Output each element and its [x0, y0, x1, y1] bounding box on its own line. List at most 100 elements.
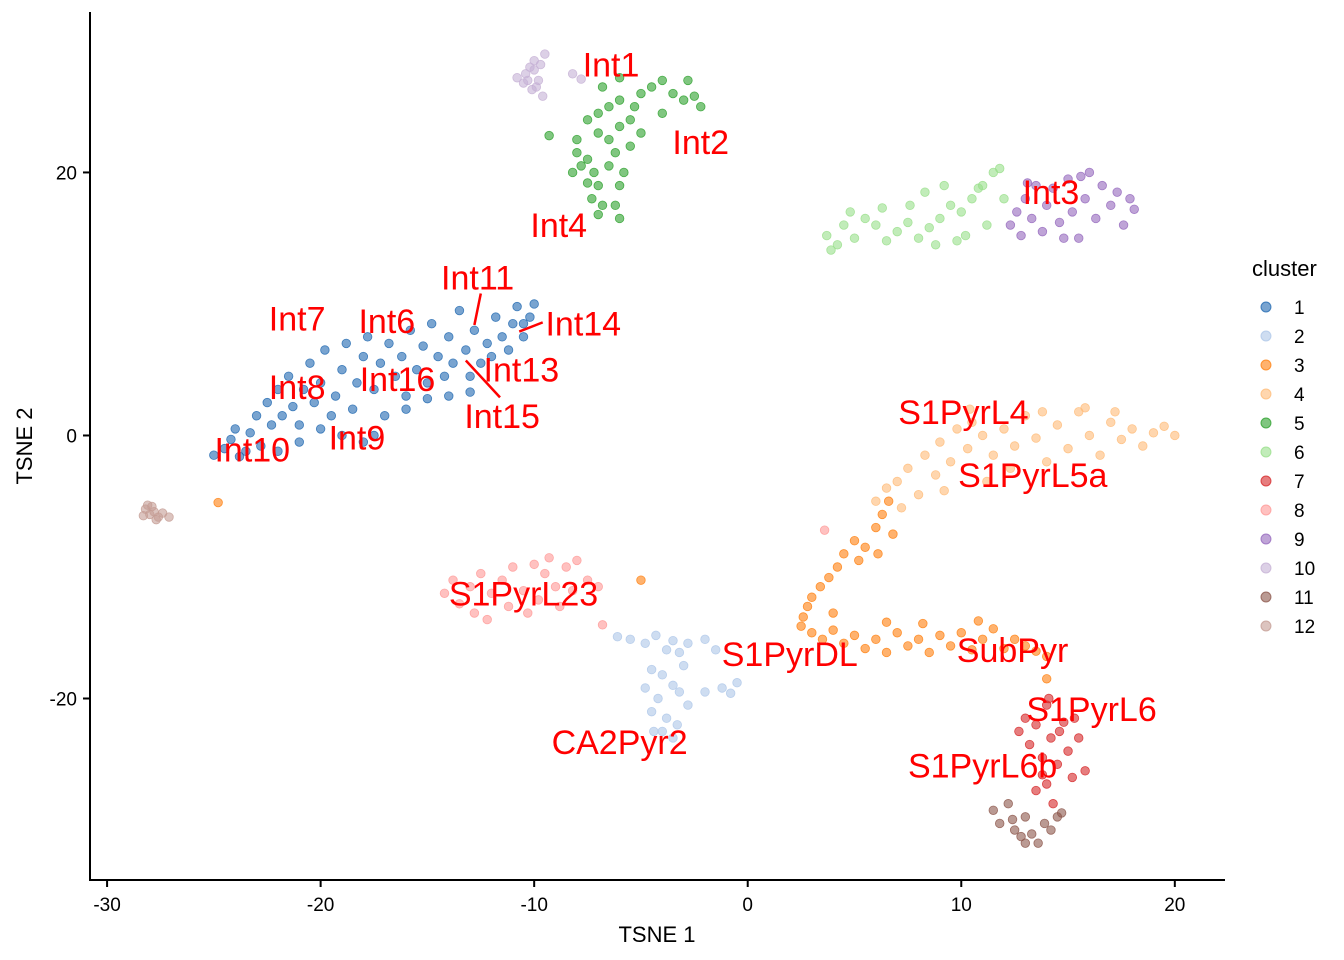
legend-swatch-12: [1260, 620, 1272, 632]
annotation-label: Int6: [358, 303, 415, 341]
point-cluster-5: [614, 121, 625, 132]
point-cluster-4: [1041, 457, 1052, 467]
x-tick-label: 20: [1164, 895, 1185, 916]
legend-label: 7: [1294, 472, 1305, 493]
point-cluster-1: [422, 393, 433, 404]
point-cluster-8: [523, 608, 533, 618]
annotation-label: Int15: [464, 398, 540, 436]
point-cluster-11: [1056, 808, 1067, 818]
point-cluster-1: [426, 318, 437, 329]
point-cluster-5: [614, 180, 625, 191]
point-cluster-1: [309, 397, 319, 408]
annotation-label: CA2Pyr2: [552, 724, 688, 762]
point-cluster-5: [587, 194, 597, 204]
point-cluster-3: [883, 496, 894, 506]
point-cluster-3: [888, 529, 898, 539]
point-cluster-1: [288, 401, 298, 412]
point-cluster-3: [873, 549, 883, 559]
point-cluster-3: [798, 612, 808, 622]
point-cluster-1: [326, 411, 337, 421]
point-cluster-6: [822, 230, 832, 241]
point-cluster-2: [732, 678, 742, 688]
point-cluster-5: [610, 148, 621, 158]
y-tick-label: 0: [66, 426, 77, 447]
point-cluster-11: [1027, 829, 1037, 839]
point-cluster-9: [1031, 180, 1041, 191]
point-cluster-1: [379, 411, 390, 421]
point-cluster-9: [1048, 183, 1058, 193]
point-cluster-3: [918, 618, 928, 629]
annotation-label: Int8: [269, 369, 326, 407]
point-cluster-2: [651, 630, 661, 641]
point-cluster-1: [358, 437, 369, 447]
point-cluster-4: [939, 486, 949, 496]
point-cluster-3: [967, 645, 977, 655]
point-cluster-9: [1129, 204, 1139, 214]
point-cluster-1: [384, 338, 394, 349]
point-cluster-1: [525, 312, 535, 322]
point-cluster-9: [1112, 187, 1122, 197]
point-cluster-4: [881, 483, 892, 493]
point-cluster-1: [294, 420, 304, 430]
point-cluster-8: [448, 575, 458, 585]
point-cluster-4: [935, 437, 945, 447]
legend-label: 8: [1294, 501, 1305, 522]
point-cluster-2: [653, 693, 663, 704]
point-cluster-5: [636, 88, 646, 99]
point-cluster-2: [640, 683, 650, 693]
point-cluster-2: [646, 706, 657, 717]
point-cluster-9: [1037, 226, 1048, 237]
point-cluster-1: [444, 332, 454, 342]
ticks: -30 -20 -10 0 10 20 -20 0 20: [50, 163, 1186, 916]
point-cluster-4: [1005, 463, 1016, 474]
point-cluster-7: [1037, 752, 1048, 763]
point-cluster-1: [508, 318, 518, 329]
point-cluster-2: [668, 680, 678, 691]
point-cluster-4: [1110, 407, 1120, 417]
point-cluster-1: [219, 443, 230, 454]
point-cluster-2: [661, 713, 672, 723]
point-cluster-6: [892, 226, 902, 237]
point-cluster-3: [802, 601, 813, 612]
point-cluster-3: [892, 628, 902, 638]
point-cluster-7: [1044, 693, 1054, 704]
point-cluster-12: [164, 512, 174, 522]
point-cluster-5: [593, 180, 603, 191]
point-cluster-7: [1067, 772, 1078, 783]
point-cluster-8: [529, 559, 539, 570]
point-cluster-2: [672, 720, 682, 730]
point-cluster-11: [1007, 814, 1018, 825]
point-cluster-6: [826, 245, 836, 255]
point-cluster-5: [614, 73, 625, 83]
point-cluster-3: [935, 630, 945, 641]
point-cluster-1: [397, 351, 407, 362]
point-cluster-10: [529, 65, 539, 75]
point-cluster-1: [226, 434, 236, 445]
legend-swatch-3: [1260, 359, 1272, 371]
point-cluster-6: [903, 217, 913, 228]
annotation-label: S1PyrL23: [449, 575, 598, 613]
point-cluster-1: [209, 450, 219, 460]
point-cluster-1: [241, 446, 251, 456]
x-tick-label: -10: [520, 895, 547, 916]
point-cluster-5: [625, 141, 635, 151]
point-cluster-3: [977, 634, 988, 645]
point-cluster-10: [531, 82, 542, 92]
point-cluster-7: [1054, 726, 1065, 737]
point-cluster-7: [1080, 766, 1090, 776]
point-cluster-9: [1020, 194, 1031, 204]
point-cluster-4: [930, 470, 941, 480]
point-cluster-1: [273, 446, 283, 456]
annotation-label: S1PyrL6: [1026, 691, 1156, 729]
point-cluster-9: [1022, 178, 1033, 188]
point-cluster-9: [1005, 220, 1016, 230]
point-cluster-10: [523, 75, 533, 86]
point-cluster-8: [508, 562, 518, 572]
point-cluster-8: [550, 582, 561, 592]
point-cluster-6: [920, 187, 930, 197]
annotation-label: S1PyrL4: [898, 394, 1028, 432]
point-cluster-4: [903, 463, 913, 474]
point-cluster-7: [1041, 779, 1052, 789]
point-cluster-3: [1031, 646, 1041, 656]
point-cluster-7: [1046, 733, 1056, 743]
